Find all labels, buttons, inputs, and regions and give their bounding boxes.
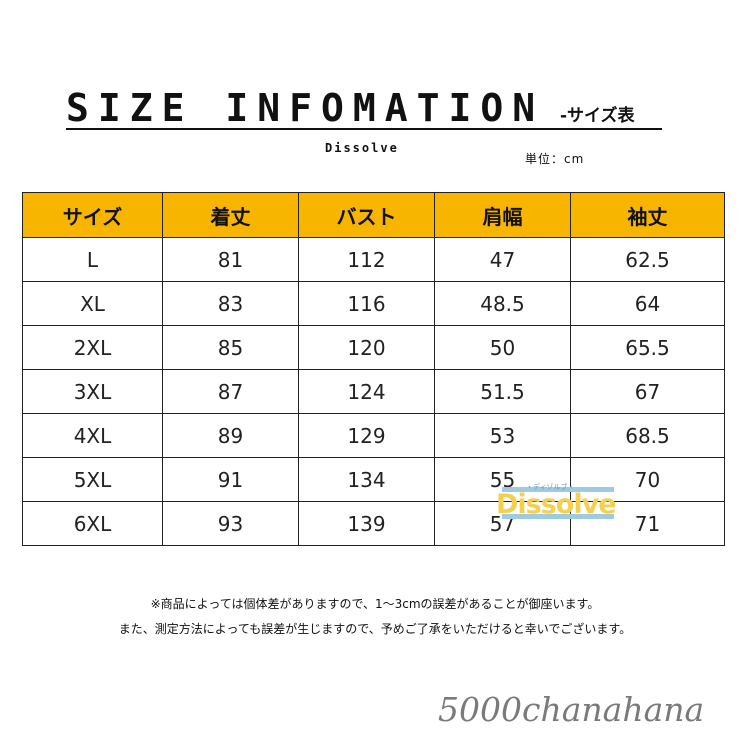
size-table: サイズ 着丈 バスト 肩幅 袖丈 L 81 112 47 62.5 XL 83 116 48.5 64 2X… [22,192,725,546]
table-cell: XL [22,281,163,326]
table-cell: 89 [162,413,299,458]
table-cell: 67 [570,369,725,414]
table-row: XL 83 116 48.5 64 [22,281,725,326]
table-header-row: サイズ 着丈 バスト 肩幅 袖丈 [22,192,725,238]
table-cell: 129 [298,413,435,458]
table-cell: 91 [162,457,299,502]
title-underline [66,128,662,130]
page-subtitle: -サイズ表 [560,106,635,126]
table-cell: 4XL [22,413,163,458]
table-cell: 87 [162,369,299,414]
table-cell: 116 [298,281,435,326]
table-cell: 3XL [22,369,163,414]
table-cell: 68.5 [570,413,725,458]
shop-signature: 5000chanahana [438,690,705,729]
table-row: 6XL 93 139 57 71 [22,501,725,546]
table-cell: 81 [162,237,299,282]
table-cell: 64 [570,281,725,326]
table-cell: 47 [434,237,571,282]
table-cell: 50 [434,325,571,370]
table-row: 4XL 89 129 53 68.5 [22,413,725,458]
table-cell: 139 [298,501,435,546]
note-line-2: また、測定方法によっても誤差が生じますので、予めご了承をいただけると幸いでござい… [118,622,632,636]
table-cell: 85 [162,325,299,370]
column-header: サイズ [22,192,163,238]
table-cell: 83 [162,281,299,326]
table-cell: 71 [570,501,725,546]
unit-label: 単位：cm [525,152,585,166]
table-cell: 112 [298,237,435,282]
table-cell: 65.5 [570,325,725,370]
watermark-text: Dissolve [496,489,617,520]
table-cell: 57 [434,501,571,546]
table-cell: 124 [298,369,435,414]
table-cell: 93 [162,501,299,546]
watermark-kana: ・ディゾルブ・ [526,483,575,491]
table-cell: 55 [434,457,571,502]
page-title: SIZE INFOMATION [66,86,545,130]
table-row: 2XL 85 120 50 65.5 [22,325,725,370]
table-cell: 134 [298,457,435,502]
brand-name: Dissolve [325,141,399,155]
table-cell: 2XL [22,325,163,370]
watermark-logo: ・ディゾルブ・ Dissolve [496,479,621,525]
watermark-stripe [502,487,614,492]
table-cell: 70 [570,457,725,502]
table-cell: 53 [434,413,571,458]
table-cell: 48.5 [434,281,571,326]
column-header: 袖丈 [570,192,725,238]
table-row: L 81 112 47 62.5 [22,237,725,282]
table-cell: 51.5 [434,369,571,414]
table-cell: 62.5 [570,237,725,282]
table-row: 3XL 87 124 51.5 67 [22,369,725,414]
note-line-1: ※商品によっては個体差がありますので、1～3cmの誤差があることが御座います。 [150,597,600,611]
column-header: 肩幅 [434,192,571,238]
column-header: バスト [298,192,435,238]
column-header: 着丈 [162,192,299,238]
table-cell: 5XL [22,457,163,502]
table-cell: L [22,237,163,282]
watermark-stripe [502,514,614,519]
table-cell: 6XL [22,501,163,546]
table-cell: 120 [298,325,435,370]
